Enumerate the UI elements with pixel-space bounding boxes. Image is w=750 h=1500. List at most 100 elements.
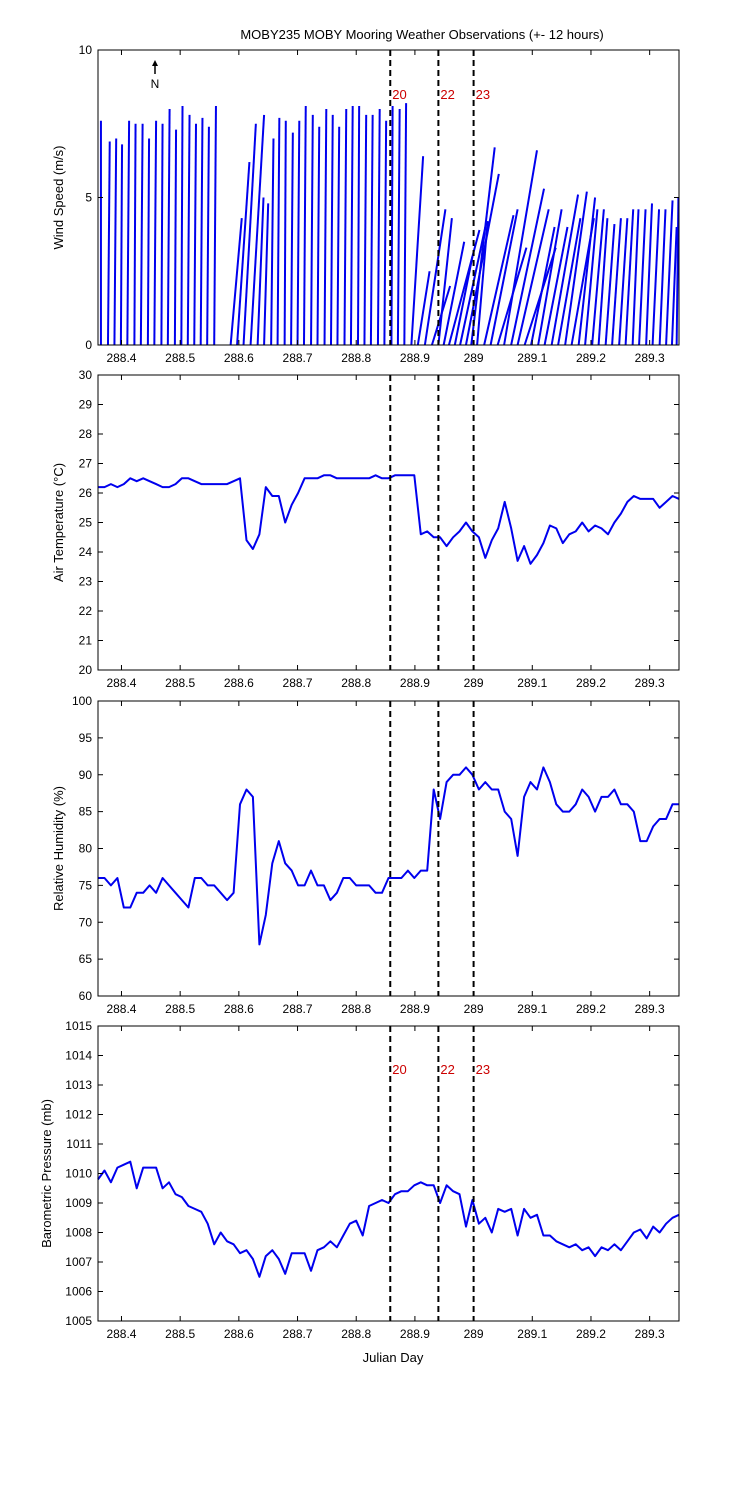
wind-stick <box>106 141 111 346</box>
figure-title: MOBY235 MOBY Mooring Weather Observation… <box>240 27 603 42</box>
wind-stick <box>624 209 635 346</box>
x-tick-label: 288.6 <box>224 676 254 690</box>
wind-stick <box>416 271 431 346</box>
wind-stick <box>146 138 151 346</box>
y-tick-label: 25 <box>79 516 93 530</box>
x-tick-label: 288.8 <box>341 1327 371 1341</box>
x-tick-label: 288.4 <box>106 351 136 365</box>
wind-stick <box>489 209 519 346</box>
y-tick-label: 1009 <box>65 1196 92 1210</box>
wind-stick <box>376 108 381 346</box>
y-tick-label: 65 <box>79 952 93 966</box>
x-tick-label: 289 <box>464 676 484 690</box>
y-tick-label: 1008 <box>65 1226 92 1240</box>
wind-stick <box>249 114 266 346</box>
wind-stick <box>349 106 354 346</box>
event-label: 22 <box>440 1062 454 1077</box>
wind-stick <box>442 241 466 346</box>
wind-stick <box>470 147 496 346</box>
x-tick-label: 289.3 <box>635 1327 665 1341</box>
y-tick-label: 29 <box>79 398 93 412</box>
wind-stick <box>356 106 361 346</box>
y-tick-label: 5 <box>85 191 92 205</box>
x-tick-label: 288.9 <box>400 1327 430 1341</box>
wind-stick <box>543 226 569 346</box>
wind-stick <box>126 120 131 346</box>
axes-frame <box>97 49 680 346</box>
wind-stick <box>343 108 348 346</box>
wind-stick <box>236 162 251 346</box>
x-tick-label: 288.8 <box>341 1002 371 1016</box>
x-tick-label: 288.8 <box>341 351 371 365</box>
y-tick-label: 1011 <box>66 1137 92 1151</box>
x-tick-label: 289.3 <box>635 351 665 365</box>
x-tick-label: 288.7 <box>283 1002 313 1016</box>
y-tick-label: 28 <box>79 427 93 441</box>
wind-stick <box>510 188 545 346</box>
wind-stick <box>483 214 515 346</box>
wind-stick <box>675 197 680 346</box>
x-tick-label: 288.5 <box>165 1327 195 1341</box>
wind-stick <box>229 218 243 346</box>
y-tick-label: 24 <box>79 545 93 559</box>
wind-stick <box>476 221 489 346</box>
wind-stick <box>119 144 124 346</box>
wind-stick <box>336 126 341 346</box>
wind-stick <box>139 123 144 346</box>
y-tick-label: 21 <box>79 634 93 648</box>
x-tick-label: 289.2 <box>576 676 606 690</box>
wind-stick <box>597 218 609 346</box>
x-tick-label: 289 <box>464 351 484 365</box>
y-axis-label: Wind Speed (m/s) <box>51 145 66 249</box>
wind-stick <box>310 114 314 346</box>
wind-stick <box>658 209 667 346</box>
x-tick-label: 288.6 <box>224 1327 254 1341</box>
x-axis-label: Julian Day <box>363 1350 424 1365</box>
x-tick-label: 289.3 <box>635 1002 665 1016</box>
wind-stick <box>363 114 368 346</box>
wind-stick <box>390 106 394 346</box>
axes-frame <box>97 700 680 997</box>
wind-stick <box>383 120 388 346</box>
y-tick-label: 1007 <box>65 1255 92 1269</box>
y-tick-label: 1006 <box>65 1285 92 1299</box>
wind-stick <box>423 209 447 346</box>
axes-frame <box>97 374 680 671</box>
y-tick-label: 10 <box>79 43 93 57</box>
x-tick-label: 288.5 <box>165 351 195 365</box>
event-label: 20 <box>392 1062 406 1077</box>
series-line <box>98 766 679 946</box>
series-line <box>97 1160 680 1278</box>
y-axis-label: Relative Humidity (%) <box>51 786 66 911</box>
y-tick-label: 26 <box>79 486 93 500</box>
wind-stick <box>631 209 640 346</box>
series-line <box>98 474 680 565</box>
y-tick-label: 1013 <box>65 1078 92 1092</box>
wind-stick <box>113 138 118 346</box>
wind-stick <box>213 106 217 346</box>
wind-stick <box>604 223 616 346</box>
y-tick-label: 23 <box>79 575 93 589</box>
wind-stick <box>133 123 137 346</box>
x-tick-label: 289.1 <box>517 676 547 690</box>
wind-stick <box>199 117 204 346</box>
y-tick-label: 30 <box>79 368 93 382</box>
wind-stick <box>638 209 647 346</box>
event-label: 22 <box>440 87 454 102</box>
x-tick-label: 288.4 <box>106 1327 136 1341</box>
wind-stick <box>290 132 294 346</box>
wind-stick <box>665 200 674 346</box>
y-tick-label: 27 <box>79 457 93 471</box>
x-tick-label: 289.2 <box>576 1327 606 1341</box>
y-tick-label: 22 <box>79 604 93 618</box>
wind-stick <box>153 120 158 346</box>
wind-stick <box>577 197 597 346</box>
x-tick-label: 288.6 <box>224 1002 254 1016</box>
wind-stick <box>503 150 538 346</box>
y-tick-label: 0 <box>85 338 92 352</box>
wind-stick <box>180 106 184 346</box>
wind-stick <box>316 126 321 346</box>
x-tick-label: 288.9 <box>400 351 430 365</box>
event-label: 20 <box>392 87 406 102</box>
x-tick-label: 288.8 <box>341 676 371 690</box>
